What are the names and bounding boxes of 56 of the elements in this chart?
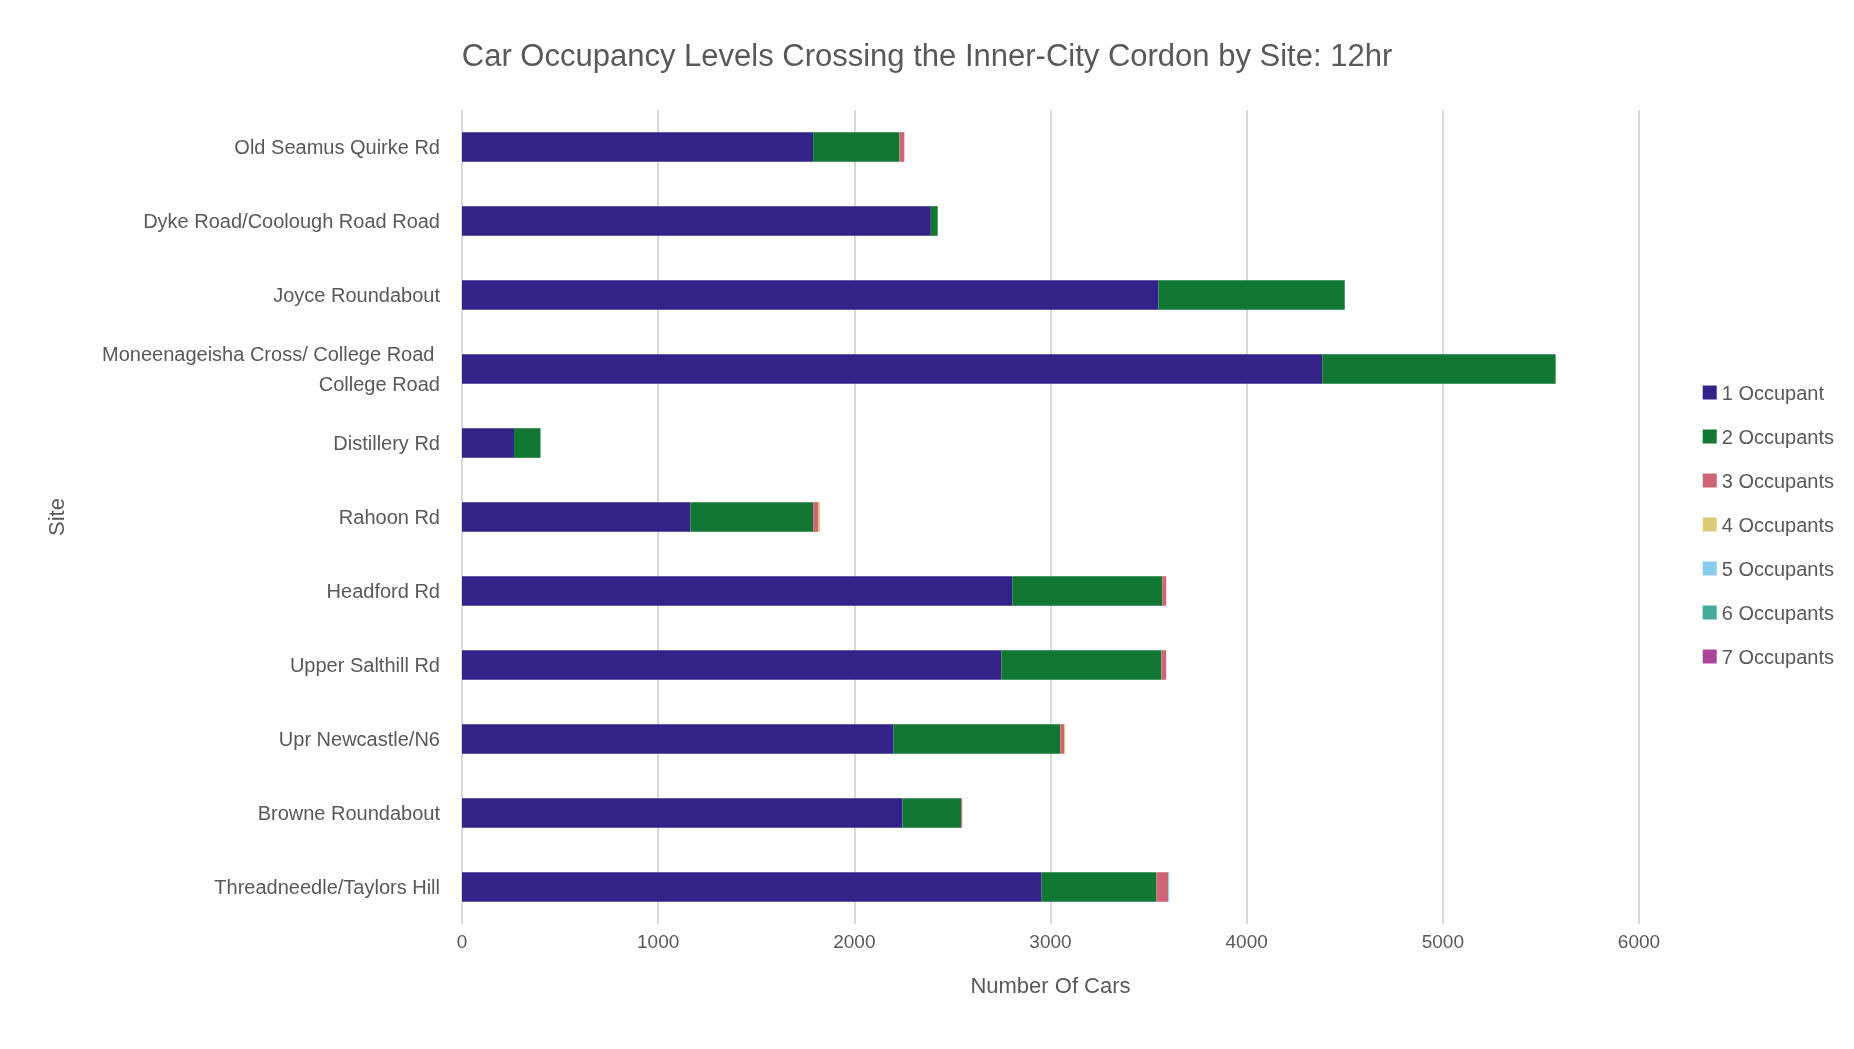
bar bbox=[1041, 872, 1157, 902]
bar bbox=[902, 798, 962, 828]
legend-label: 7 Occupants bbox=[1721, 645, 1835, 668]
bar bbox=[462, 132, 814, 162]
bar bbox=[690, 502, 814, 532]
bar bbox=[1161, 650, 1167, 680]
bar bbox=[930, 206, 938, 236]
y-tick-label: Browne Roundabout bbox=[257, 802, 441, 824]
bar bbox=[1322, 354, 1556, 384]
bar bbox=[1060, 724, 1065, 754]
bar bbox=[893, 724, 1061, 754]
y-tick-label: Joyce Roundabout bbox=[273, 284, 441, 306]
y-tick-label: Dyke Road/Coolough Road Road bbox=[143, 210, 440, 232]
legend-label: 5 Occupants bbox=[1721, 557, 1835, 580]
x-tick-label: 5000 bbox=[1421, 931, 1464, 952]
bar bbox=[1162, 576, 1167, 606]
legend-label: 2 Occupants bbox=[1721, 425, 1835, 448]
legend-label: 1 Occupant bbox=[1721, 381, 1825, 404]
x-tick-label: 3000 bbox=[1029, 931, 1072, 952]
bar bbox=[899, 132, 905, 162]
x-tick-label: 1000 bbox=[637, 931, 680, 952]
chart-title: Car Occupancy Levels Crossing the Inner-City Cordon by Site: 12hr bbox=[461, 38, 1393, 73]
y-tick-label: Headford Rd bbox=[326, 580, 440, 602]
y-tick-label: Upper Salthill Rd bbox=[289, 654, 440, 676]
bar bbox=[813, 132, 900, 162]
bar bbox=[1156, 872, 1169, 902]
bar bbox=[513, 428, 541, 458]
x-tick-label: 0 bbox=[456, 931, 468, 952]
bar bbox=[1012, 576, 1163, 606]
legend-label: 6 Occupants bbox=[1721, 601, 1835, 624]
x-axis-title: Number Of Cars bbox=[970, 972, 1131, 998]
bar bbox=[462, 650, 1002, 680]
y-tick-label: Upr Newcastle/N6 bbox=[278, 728, 440, 750]
bar bbox=[813, 502, 819, 532]
bar bbox=[462, 502, 691, 532]
bar bbox=[462, 280, 1159, 310]
bar bbox=[1158, 280, 1345, 310]
bar bbox=[462, 428, 514, 458]
bar bbox=[1001, 650, 1162, 680]
bar bbox=[462, 724, 894, 754]
bar bbox=[462, 206, 931, 236]
y-tick-label: Threadneedle/Taylors Hill bbox=[214, 876, 440, 898]
x-tick-label: 4000 bbox=[1225, 931, 1268, 952]
y-tick-label: Old Seamus Quirke Rd bbox=[234, 136, 440, 158]
bar bbox=[462, 576, 1013, 606]
bar bbox=[462, 872, 1042, 902]
bar bbox=[462, 354, 1323, 384]
legend-label: 3 Occupants bbox=[1721, 469, 1835, 492]
y-tick-label: Moneenageisha Cross/ College Road College Road bbox=[102, 343, 440, 395]
bar bbox=[462, 798, 903, 828]
y-tick-label: Distillery Rd bbox=[333, 432, 440, 454]
x-tick-label: 6000 bbox=[1617, 931, 1661, 952]
legend-label: 4 Occupants bbox=[1721, 513, 1835, 536]
y-axis-title: Site bbox=[43, 498, 69, 536]
y-tick-label: Rahoon Rd bbox=[338, 506, 440, 528]
x-tick-label: 2000 bbox=[833, 931, 876, 952]
